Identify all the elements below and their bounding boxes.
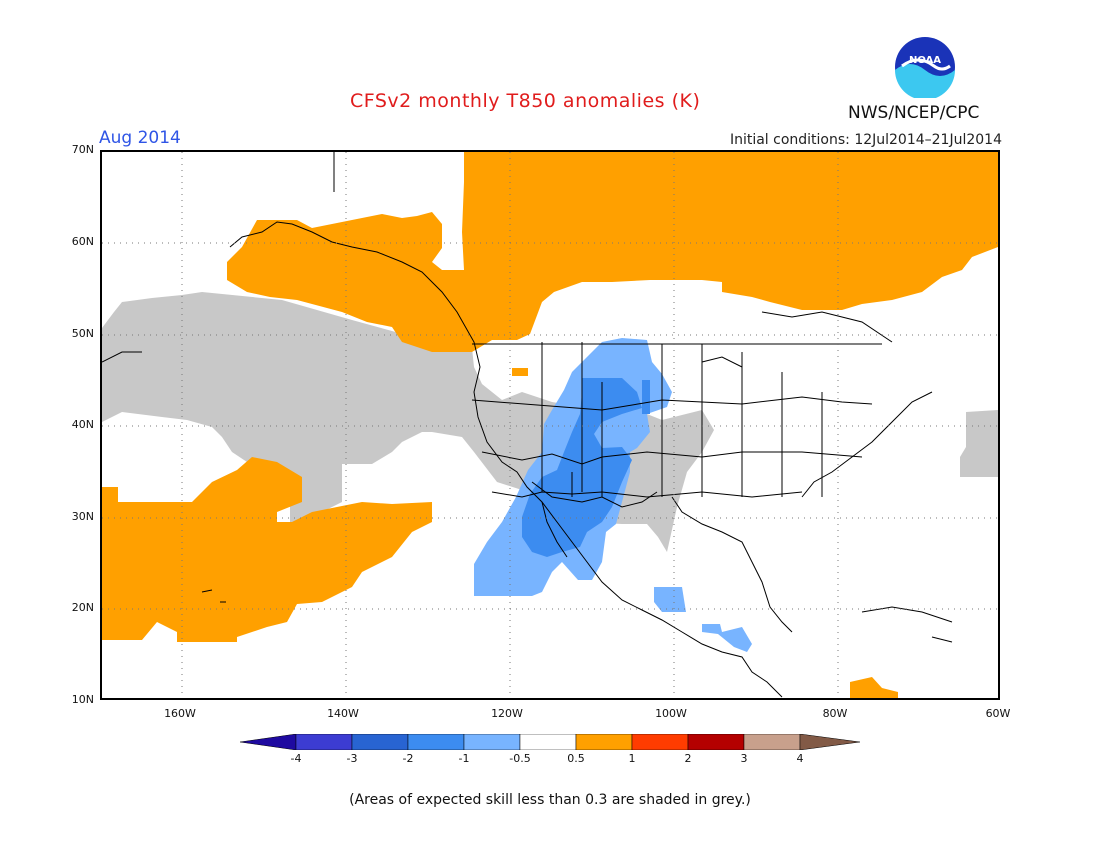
lat-label-60n: 60N xyxy=(71,235,94,248)
colorbar-label: 1 xyxy=(628,752,636,765)
noaa-logo-icon: NOAA xyxy=(895,37,955,100)
colorbar-label: -2 xyxy=(402,752,414,765)
anomaly-map xyxy=(100,150,1000,700)
warm-anomaly-areas xyxy=(102,152,998,698)
colorbar-label: -3 xyxy=(346,752,358,765)
lat-label-70n: 70N xyxy=(71,143,94,156)
lon-label-140w: 140W xyxy=(327,707,359,720)
lat-label-10n: 10N xyxy=(71,693,94,706)
initial-conditions: Initial conditions: 12Jul2014–21Jul2014 xyxy=(729,132,1002,148)
lon-label-120w: 120W xyxy=(491,707,523,720)
lat-label-50n: 50N xyxy=(71,327,94,340)
logo: NOAA xyxy=(894,36,956,100)
colorbar-label: 3 xyxy=(740,752,748,765)
lon-label-60w: 60W xyxy=(985,707,1011,720)
agency-label: NWS/NCEP/CPC xyxy=(848,103,980,123)
lat-label-20n: 20N xyxy=(71,601,94,614)
colorbar-label: 4 xyxy=(796,752,804,765)
skill-footnote: (Areas of expected skill less than 0.3 a… xyxy=(349,792,751,808)
colorbar-label: 0.5 xyxy=(567,752,585,765)
page-title: CFSv2 monthly T850 anomalies (K) xyxy=(350,90,701,112)
colorbar-label: -4 xyxy=(290,752,302,765)
lon-label-160w: 160W xyxy=(164,707,196,720)
colorbar xyxy=(239,733,861,751)
month-label: Aug 2014 xyxy=(99,128,181,148)
colorbar-label: -1 xyxy=(458,752,470,765)
colorbar-label: 2 xyxy=(684,752,692,765)
logo-text: NOAA xyxy=(909,55,941,66)
lat-label-30n: 30N xyxy=(71,510,94,523)
coastlines xyxy=(102,221,953,698)
lon-label-100w: 100W xyxy=(655,707,687,720)
political-boundaries xyxy=(333,152,882,508)
colorbar-label: -0.5 xyxy=(509,752,531,765)
lat-label-40n: 40N xyxy=(71,418,94,431)
lon-label-80w: 80W xyxy=(822,707,848,720)
